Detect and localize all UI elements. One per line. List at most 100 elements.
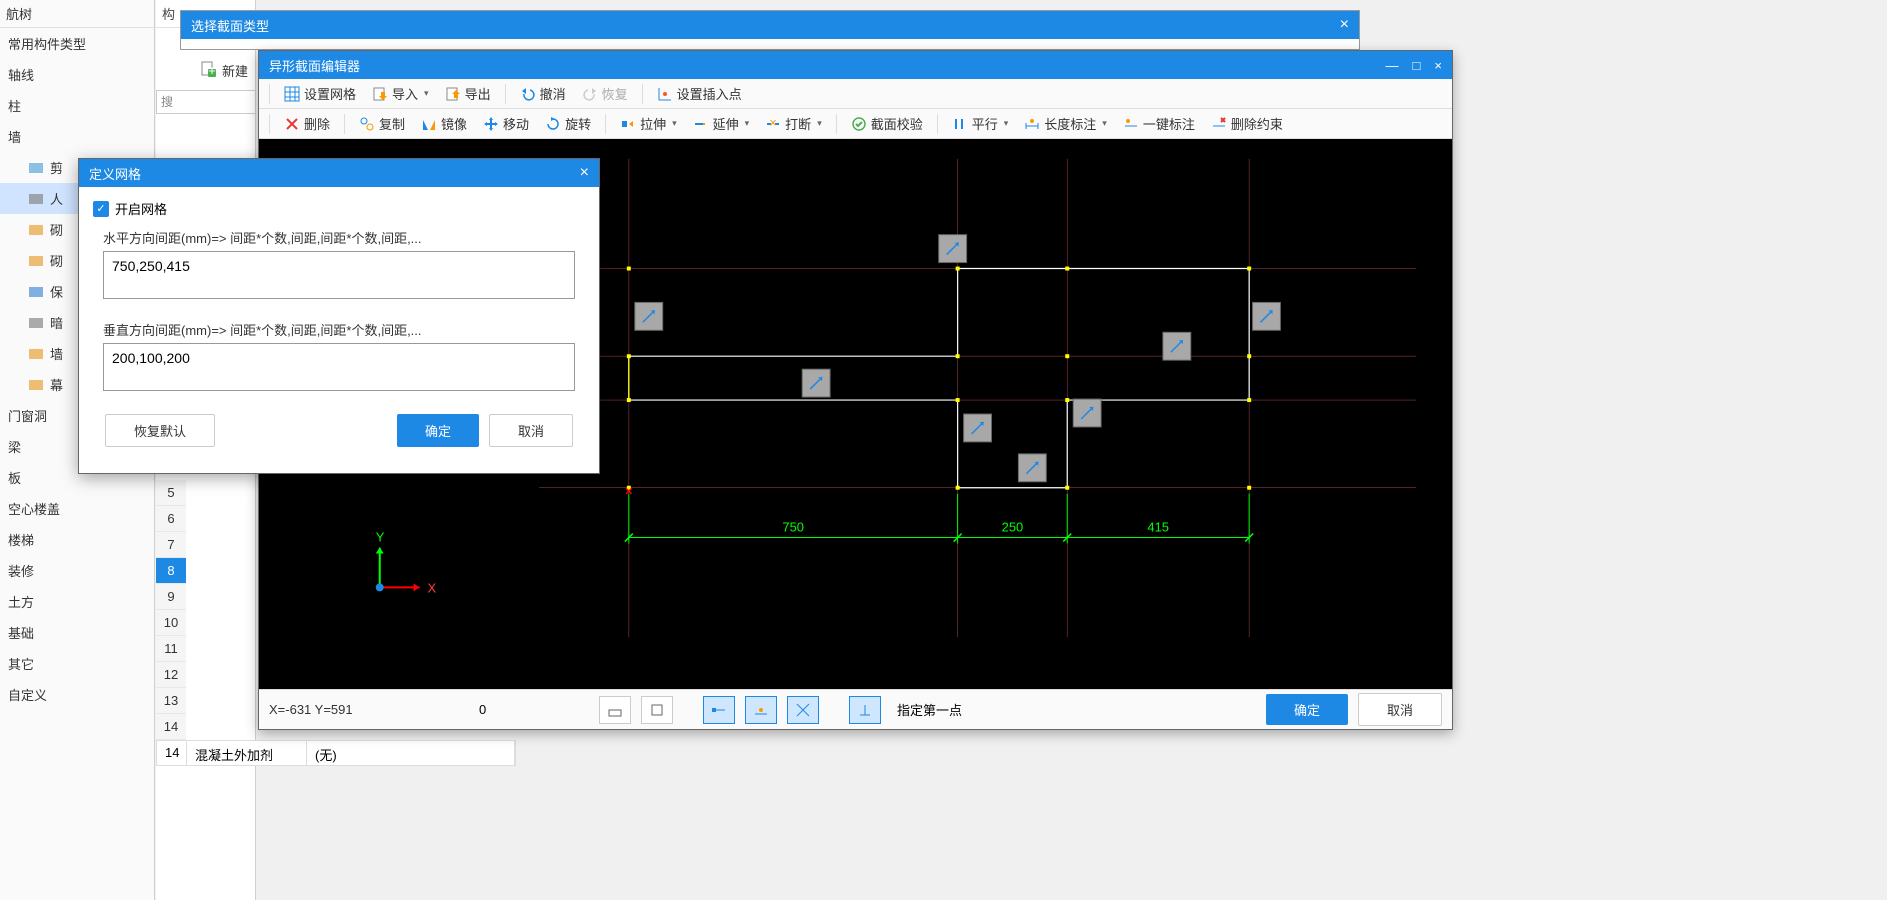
break-icon: × xyxy=(765,116,781,132)
insert-point-icon xyxy=(657,86,673,102)
row-number[interactable]: 14 xyxy=(156,714,186,740)
snap-endpoint-button[interactable] xyxy=(703,696,735,724)
nav-item-装修[interactable]: 装修 xyxy=(0,555,154,586)
property-row-concrete-additive[interactable]: 14 混凝土外加剂 (无) xyxy=(156,740,516,766)
check-icon xyxy=(851,116,867,132)
minimize-icon[interactable]: — xyxy=(1386,58,1399,73)
wall-icon xyxy=(28,160,44,176)
zero-readout: 0 xyxy=(479,702,539,717)
snap-mode-1-button[interactable] xyxy=(599,696,631,724)
parallel-button[interactable]: 平行 xyxy=(946,112,1015,135)
row-number[interactable]: 6 xyxy=(156,506,186,532)
nav-item-常用构件类型[interactable]: 常用构件类型 xyxy=(0,28,154,59)
stretch-button[interactable]: 拉伸 xyxy=(614,112,683,135)
nav-item-轴线[interactable]: 轴线 xyxy=(0,59,154,90)
nav-item-label: 砌 xyxy=(50,220,63,239)
nav-item-楼梯[interactable]: 楼梯 xyxy=(0,524,154,555)
export-icon xyxy=(445,86,461,102)
close-icon[interactable]: × xyxy=(1434,58,1442,73)
nav-item-label: 装修 xyxy=(8,561,34,580)
delete-button[interactable]: 删除 xyxy=(278,112,336,135)
nav-item-label: 梁 xyxy=(8,437,21,456)
export-button[interactable]: 导出 xyxy=(439,82,497,105)
snap-mode-2-button[interactable] xyxy=(641,696,673,724)
undo-icon xyxy=(520,86,536,102)
mirror-button[interactable]: 镜像 xyxy=(415,112,473,135)
nav-item-label: 暗 xyxy=(50,313,63,332)
row-number[interactable]: 10 xyxy=(156,610,186,636)
set-grid-button[interactable]: 设置网格 xyxy=(278,82,362,105)
svg-text:Y: Y xyxy=(376,530,385,545)
svg-text:750: 750 xyxy=(782,520,804,535)
nav-item-柱[interactable]: 柱 xyxy=(0,90,154,121)
horizontal-spacing-input[interactable] xyxy=(103,251,575,299)
search-input[interactable]: 搜 xyxy=(156,90,256,114)
close-icon[interactable]: × xyxy=(580,164,589,182)
brick2-icon xyxy=(28,253,44,269)
cancel-button[interactable]: 取消 xyxy=(489,414,573,447)
extend-button[interactable]: 延伸 xyxy=(687,112,756,135)
command-prompt: 指定第一点 xyxy=(897,700,962,719)
row-number[interactable]: 12 xyxy=(156,662,186,688)
nav-item-label: 幕 xyxy=(50,375,63,394)
nav-item-label: 其它 xyxy=(8,654,34,673)
nav-item-空心楼盖[interactable]: 空心楼盖 xyxy=(0,493,154,524)
horizontal-spacing-label: 水平方向间距(mm)=> 间距*个数,间距,间距*个数,间距,... xyxy=(103,228,585,247)
svg-text:×: × xyxy=(625,484,633,499)
nav-item-墙[interactable]: 墙 xyxy=(0,121,154,152)
ok-button[interactable]: 确定 xyxy=(397,414,479,447)
snap-midpoint-button[interactable] xyxy=(745,696,777,724)
vertical-spacing-input[interactable] xyxy=(103,343,575,391)
wall3-icon xyxy=(28,346,44,362)
row-number[interactable]: 13 xyxy=(156,688,186,714)
nav-item-土方[interactable]: 土方 xyxy=(0,586,154,617)
define-grid-dialog: 定义网格 × ✓ 开启网格 水平方向间距(mm)=> 间距*个数,间距,间距*个… xyxy=(78,158,600,474)
close-icon[interactable]: × xyxy=(1340,16,1349,34)
nav-item-label: 墙 xyxy=(8,127,21,146)
dialog-title: 选择截面类型 xyxy=(191,16,269,35)
ok-button[interactable]: 确定 xyxy=(1266,694,1348,725)
restore-default-button[interactable]: 恢复默认 xyxy=(105,414,215,447)
nav-item-自定义[interactable]: 自定义 xyxy=(0,679,154,710)
import-button[interactable]: 导入 xyxy=(366,82,435,105)
svg-text:250: 250 xyxy=(1002,520,1024,535)
nav-item-label: 人 xyxy=(50,189,63,208)
row-number[interactable]: 11 xyxy=(156,636,186,662)
row-number[interactable]: 9 xyxy=(156,584,186,610)
parallel-icon xyxy=(952,116,968,132)
nav-item-其它[interactable]: 其它 xyxy=(0,648,154,679)
undo-button[interactable]: 撤消 xyxy=(514,82,572,105)
snap-perpendicular-button[interactable] xyxy=(849,696,881,724)
cancel-button[interactable]: 取消 xyxy=(1358,693,1442,726)
copy-button[interactable]: 复制 xyxy=(353,112,411,135)
one-click-dimension-button[interactable]: 一键标注 xyxy=(1117,112,1201,135)
nav-item-label: 楼梯 xyxy=(8,530,34,549)
row-number[interactable]: 7 xyxy=(156,532,186,558)
check-section-button[interactable]: 截面校验 xyxy=(845,112,929,135)
delete-icon xyxy=(284,116,300,132)
nav-header: 航树 xyxy=(0,0,154,28)
nav-item-基础[interactable]: 基础 xyxy=(0,617,154,648)
maximize-icon[interactable]: □ xyxy=(1413,58,1421,73)
editor-title: 异形截面编辑器 xyxy=(269,56,360,75)
rotate-button[interactable]: 旋转 xyxy=(539,112,597,135)
delete-constraint-button[interactable]: 删除约束 xyxy=(1205,112,1289,135)
set-insert-point-button[interactable]: 设置插入点 xyxy=(651,82,748,105)
delete-constraint-icon xyxy=(1211,116,1227,132)
editor-status-bar: X=-631 Y=591 0 指定第一点 确定 取消 xyxy=(259,689,1452,729)
nav-item-label: 保 xyxy=(50,282,63,301)
row-number[interactable]: 5 xyxy=(156,480,186,506)
new-file-tab[interactable]: + 新建 xyxy=(190,55,258,86)
enable-grid-checkbox[interactable]: ✓ xyxy=(93,201,109,217)
break-button[interactable]: ×打断 xyxy=(759,112,828,135)
redo-button[interactable]: 恢复 xyxy=(576,82,634,105)
row-number[interactable]: 8 xyxy=(156,558,186,584)
length-dimension-button[interactable]: 长度标注 xyxy=(1018,112,1113,135)
move-button[interactable]: 移动 xyxy=(477,112,535,135)
redo-icon xyxy=(582,86,598,102)
nav-item-label: 空心楼盖 xyxy=(8,499,60,518)
snap-intersection-button[interactable] xyxy=(787,696,819,724)
grid-icon xyxy=(284,86,300,102)
wall2-icon xyxy=(28,191,44,207)
nav-item-label: 轴线 xyxy=(8,65,34,84)
